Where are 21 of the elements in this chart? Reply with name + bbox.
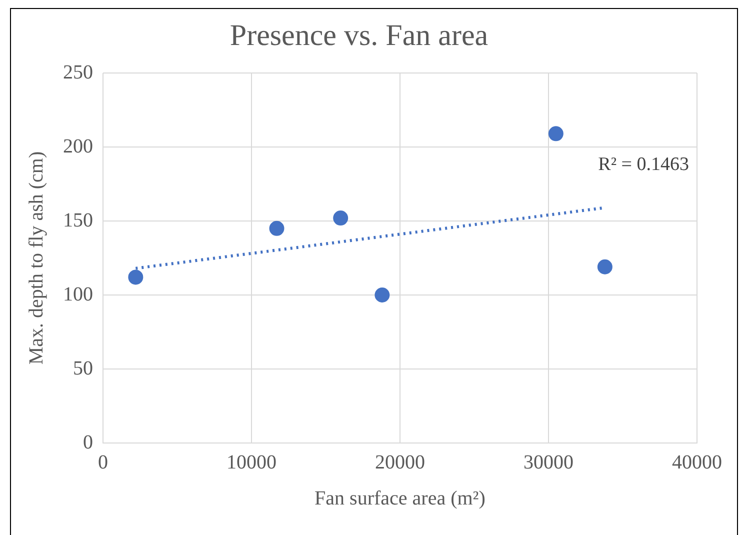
point [333, 210, 348, 226]
y-tick-label: 0 [83, 431, 93, 454]
y-tick-label: 250 [63, 61, 93, 84]
point [597, 259, 612, 274]
y-tick-label: 50 [73, 357, 93, 380]
annotation: R² = 0.1463 [598, 154, 689, 175]
point [128, 270, 144, 285]
x-tick-label: 30000 [524, 451, 574, 474]
y-tick-label: 100 [63, 283, 93, 306]
y-axis-title: Max. depth to fly ash (cm) [25, 151, 48, 365]
x-tick-label: 20000 [375, 451, 425, 474]
x-tick-label: 40000 [672, 451, 722, 474]
x-tick-label: 0 [98, 451, 108, 474]
y-tick-label: 200 [63, 135, 93, 158]
point [548, 126, 564, 142]
point [269, 220, 284, 236]
x-tick-label: 10000 [226, 451, 276, 474]
x-axis-title: Fan surface area (m²) [314, 487, 486, 510]
chart-title: Presence vs. Fan area [230, 18, 488, 52]
point [374, 288, 390, 302]
y-tick-label: 150 [63, 209, 93, 232]
